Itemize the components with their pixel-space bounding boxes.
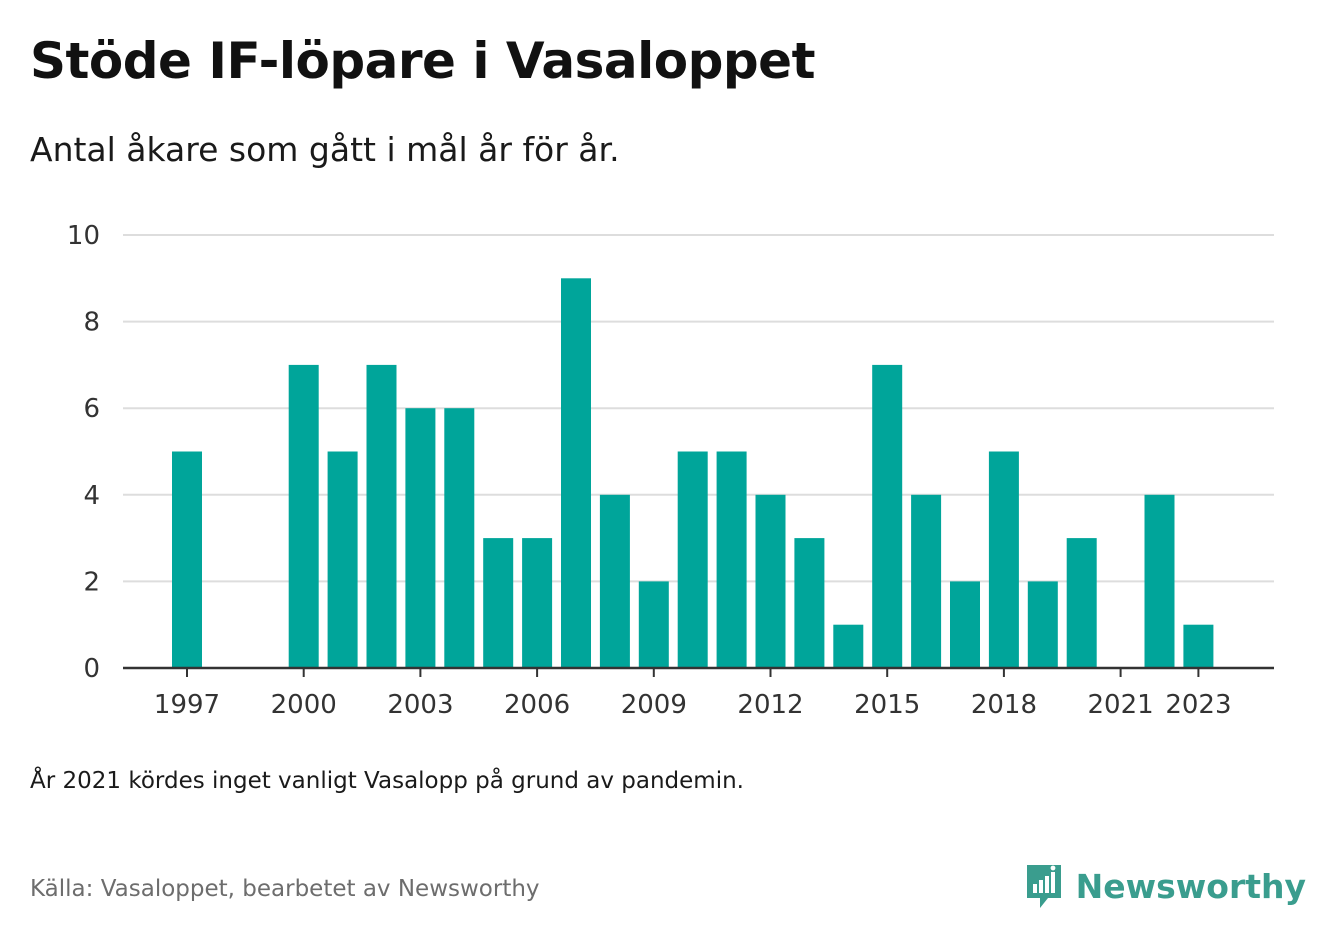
y-tick-label: 8 — [83, 308, 100, 338]
bar-2015 — [872, 364, 903, 668]
bar-2000 — [288, 364, 319, 668]
y-tick-label: 2 — [83, 567, 100, 597]
bar-2023 — [1183, 624, 1214, 668]
bars — [172, 278, 1214, 668]
bar-2003 — [405, 408, 436, 668]
y-tick-label: 0 — [83, 654, 100, 684]
bar-2011 — [716, 451, 747, 668]
bar-chart: 0 2 4 6 8 10 1997 2000 2003 2006 2009 2012 2015 2018… — [67, 221, 1274, 720]
bar-2009 — [638, 581, 669, 668]
x-tick-label: 2012 — [737, 690, 803, 720]
bar-1997 — [172, 451, 202, 668]
bar-2016 — [911, 494, 942, 668]
x-tick-label: 2009 — [621, 690, 687, 720]
x-tick-label: 1997 — [154, 690, 220, 720]
bar-2001 — [327, 451, 358, 668]
x-tick-label: 2018 — [971, 690, 1037, 720]
brand-name: Newsworthy — [1075, 866, 1306, 906]
bar-2012 — [755, 494, 786, 668]
bar-2006 — [522, 538, 553, 668]
bar-2014 — [833, 624, 864, 668]
x-axis-ticks: 1997 2000 2003 2006 2009 2012 2015 2018 2021 2023 — [154, 668, 1231, 720]
x-tick-label: 2021 — [1088, 690, 1154, 720]
y-tick-label: 10 — [67, 221, 100, 251]
bar-2002 — [366, 364, 397, 668]
x-tick-label: 2015 — [854, 690, 920, 720]
newsworthy-logo-icon — [1026, 865, 1061, 908]
bar-2010 — [677, 451, 708, 668]
bar-2008 — [599, 494, 630, 668]
bar-2019 — [1027, 581, 1058, 668]
chart-note: År 2021 kördes inget vanligt Vasalopp på… — [30, 768, 744, 794]
bar-2013 — [794, 538, 825, 668]
y-axis-ticks: 0 2 4 6 8 10 — [67, 221, 100, 684]
y-tick-label: 6 — [83, 394, 100, 424]
bar-2018 — [988, 451, 1019, 668]
brand-logo: Newsworthy — [1024, 862, 1306, 910]
x-tick-label: 2006 — [504, 690, 570, 720]
bar-2022 — [1144, 494, 1175, 668]
bar-2004 — [444, 408, 475, 668]
bar-2005 — [483, 538, 514, 668]
x-tick-label: 2003 — [387, 690, 453, 720]
bar-2007 — [561, 278, 591, 668]
source-credit: Källa: Vasaloppet, bearbetet av Newswort… — [30, 876, 540, 902]
x-tick-label: 2023 — [1165, 690, 1231, 720]
chart-subtitle: Antal åkare som gått i mål år för år. — [30, 130, 620, 169]
x-tick-label: 2000 — [271, 690, 337, 720]
y-tick-label: 4 — [83, 481, 100, 511]
chart-title: Stöde IF-löpare i Vasaloppet — [30, 32, 815, 90]
bar-2017 — [950, 581, 980, 668]
bar-2020 — [1066, 538, 1097, 668]
